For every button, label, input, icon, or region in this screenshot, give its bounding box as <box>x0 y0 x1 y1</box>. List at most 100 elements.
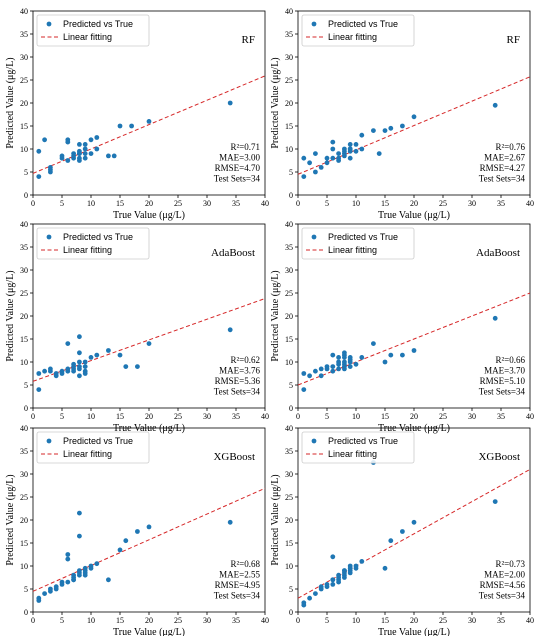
x-tick-label: 30 <box>203 616 211 625</box>
metric-text: R²=0.73 <box>495 559 525 569</box>
legend-box <box>301 14 415 47</box>
x-tick-label: 10 <box>352 616 360 625</box>
x-axis-label: True Value (μg/L) <box>378 627 450 636</box>
data-point <box>65 139 71 145</box>
y-tick-label: 10 <box>285 145 293 154</box>
data-point <box>59 371 65 376</box>
x-tick-label: 5 <box>60 616 64 625</box>
legend-marker-points <box>311 234 317 240</box>
data-point <box>77 568 82 573</box>
metric-text: R²=0.62 <box>230 355 260 365</box>
y-tick-label: 25 <box>20 289 28 298</box>
data-point <box>301 387 307 392</box>
data-point <box>400 123 405 129</box>
legend-label-fit: Linear fitting <box>328 32 377 42</box>
x-tick-label: 25 <box>439 616 447 625</box>
data-point <box>371 128 376 134</box>
data-point <box>347 357 353 363</box>
data-point <box>227 100 233 106</box>
fit-line <box>298 468 530 599</box>
x-tick-label: 35 <box>497 616 505 625</box>
data-point <box>36 598 42 603</box>
metric-text: Test Sets=34 <box>214 174 261 184</box>
data-point <box>359 146 365 152</box>
data-point <box>301 602 307 608</box>
x-tick-label: 15 <box>381 412 389 421</box>
legend-marker-points <box>46 234 52 240</box>
data-point <box>77 510 82 516</box>
data-point <box>94 561 100 567</box>
data-point <box>36 371 42 376</box>
data-point <box>42 368 47 374</box>
data-point <box>77 334 82 340</box>
data-point <box>376 151 382 157</box>
data-point <box>324 366 330 372</box>
data-point <box>382 128 388 134</box>
data-point <box>353 361 359 367</box>
metric-text: R²=0.71 <box>230 142 260 152</box>
data-point <box>82 155 88 161</box>
data-point <box>411 519 417 525</box>
data-point <box>77 142 82 147</box>
y-tick-label: 35 <box>285 30 293 39</box>
x-axis-label: True Value (μg/L) <box>378 423 450 434</box>
y-tick-label: 5 <box>289 585 293 594</box>
x-tick-label: 10 <box>87 412 95 421</box>
data-point <box>65 556 71 562</box>
y-tick-label: 0 <box>24 404 28 413</box>
data-point <box>353 148 359 154</box>
legend-label-points: Predicted vs True <box>63 436 133 446</box>
data-point <box>330 554 336 560</box>
y-tick-label: 35 <box>285 447 293 456</box>
metric-text: MAE=2.00 <box>484 570 525 580</box>
data-point <box>36 387 42 392</box>
data-point <box>71 361 76 367</box>
data-point <box>135 529 140 534</box>
metric-text: Test Sets=34 <box>479 387 526 397</box>
data-point <box>88 355 94 360</box>
data-point <box>82 151 88 157</box>
x-tick-label: 5 <box>60 412 64 421</box>
data-point <box>388 352 394 358</box>
x-tick-label: 35 <box>497 199 505 208</box>
data-point <box>330 364 336 369</box>
metric-text: RMSE=4.56 <box>480 580 526 590</box>
legend-label-points: Predicted vs True <box>328 19 398 29</box>
data-point <box>36 148 42 154</box>
x-tick-label: 5 <box>60 199 64 208</box>
data-point <box>371 341 376 346</box>
metric-text: MAE=3.00 <box>219 153 260 163</box>
y-tick-label: 20 <box>285 99 293 108</box>
x-tick-label: 30 <box>203 412 211 421</box>
legend-box <box>36 227 150 260</box>
x-axis-label: True Value (μg/L) <box>113 210 185 221</box>
data-point <box>77 359 82 365</box>
data-point <box>342 153 347 159</box>
data-point <box>318 165 324 170</box>
x-tick-label: 5 <box>325 199 329 208</box>
y-tick-label: 30 <box>20 266 28 275</box>
legend-box <box>36 14 150 47</box>
data-point <box>71 572 76 578</box>
y-tick-label: 25 <box>285 76 293 85</box>
x-tick-label: 30 <box>203 199 211 208</box>
legend-box <box>301 431 415 464</box>
data-point <box>330 139 336 145</box>
data-point <box>347 155 353 161</box>
legend-label-points: Predicted vs True <box>63 19 133 29</box>
data-point <box>117 352 123 358</box>
data-point <box>42 591 47 596</box>
data-point <box>48 169 53 175</box>
x-tick-label: 0 <box>31 412 35 421</box>
model-label: XGBoost <box>213 451 255 463</box>
data-point <box>324 155 330 161</box>
scatter-panel-1: 0 5 10 15 20 25 30 35 40 0 5 10 15 20 25 30 35 40 True Val… <box>5 7 269 221</box>
y-tick-label: 30 <box>20 53 28 62</box>
data-point <box>82 371 88 376</box>
data-point <box>94 135 100 140</box>
data-point <box>65 158 71 163</box>
data-point <box>65 341 71 346</box>
y-tick-label: 15 <box>20 335 28 344</box>
metric-text: MAE=3.70 <box>484 366 525 376</box>
y-tick-label: 35 <box>20 243 28 252</box>
